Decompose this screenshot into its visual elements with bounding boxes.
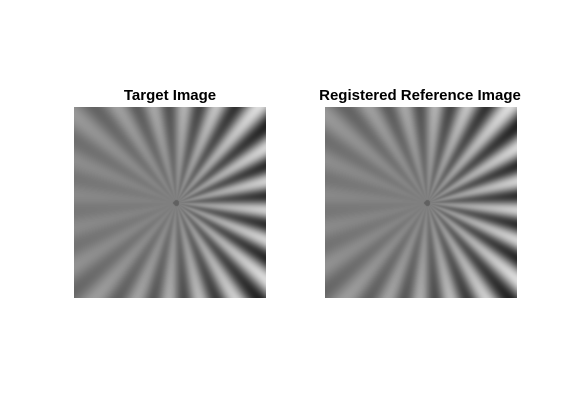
registered-reference-image-axes [325, 107, 517, 298]
target-image-title: Target Image [123, 87, 217, 104]
registered-reference-image-title: Registered Reference Image [319, 87, 521, 104]
target-image-axes [74, 107, 266, 298]
